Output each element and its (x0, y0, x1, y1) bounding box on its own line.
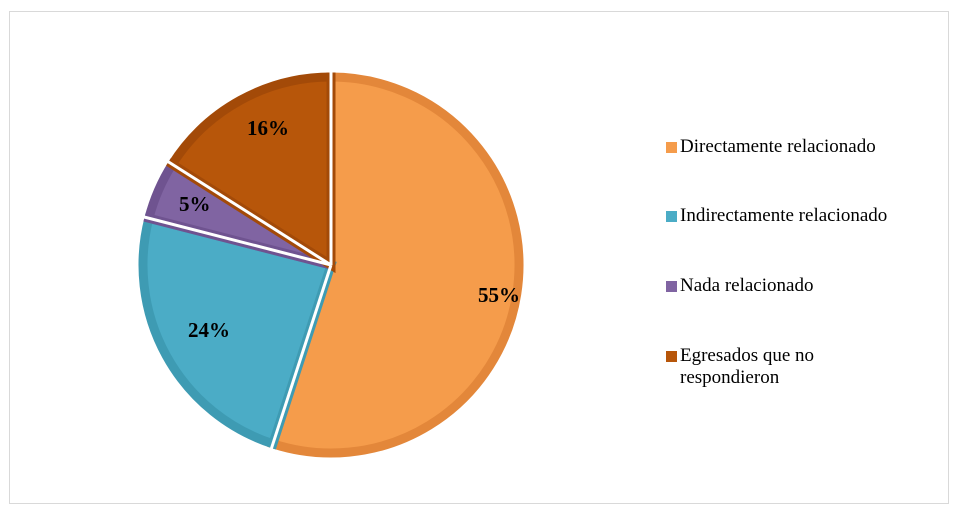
data-label-egresados: 16% (247, 116, 289, 140)
legend-item-indirectamente: Indirectamente relacionado (666, 205, 940, 227)
slice-separator (269, 264, 333, 450)
legend-label-indirectamente: Indirectamente relacionado (680, 205, 888, 226)
legend-item-egresados: Egresados que no respondieron (666, 345, 866, 389)
legend-label-nada: Nada relacionado (680, 275, 814, 296)
legend-swatch-nada (666, 281, 677, 292)
legend-swatch-indirectamente (666, 211, 677, 222)
data-label-directamente: 55% (478, 283, 520, 307)
slice-separator (143, 215, 332, 267)
legend-swatch-directamente (666, 142, 677, 153)
legend-swatch-egresados (666, 351, 677, 362)
pie-slice-indirectamente (138, 212, 337, 450)
legend-item-directamente: Directamente relacionado (666, 136, 940, 158)
legend-label-directamente: Directamente relacionado (680, 136, 876, 157)
legend-label-egresados: Egresados que no respondieron (680, 345, 815, 388)
data-label-nada: 5% (179, 192, 211, 216)
slice-separator (167, 160, 332, 267)
legend-item-nada: Nada relacionado (666, 275, 940, 297)
pie-slice-egresados (166, 72, 336, 274)
data-label-indirectamente: 24% (188, 318, 230, 342)
